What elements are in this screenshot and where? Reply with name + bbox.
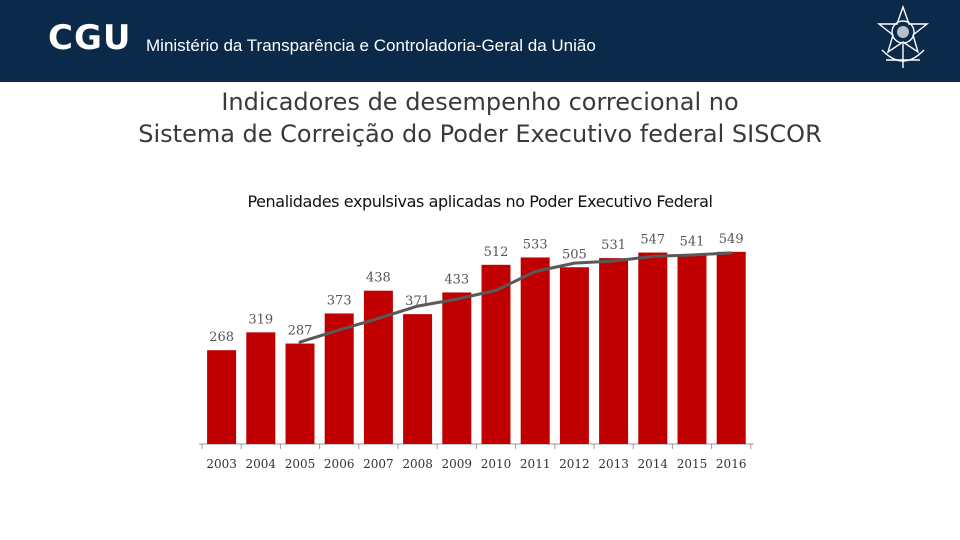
data-label-2011: 533 bbox=[523, 237, 548, 252]
header-bar: CGU Ministério da Transparência e Contro… bbox=[0, 0, 960, 82]
x-tick-label-2005: 2005 bbox=[285, 457, 316, 471]
x-tick-label-2010: 2010 bbox=[481, 457, 512, 471]
x-tick-label-2016: 2016 bbox=[716, 457, 747, 471]
x-tick-label-2008: 2008 bbox=[402, 457, 433, 471]
brazil-coat-of-arms-icon bbox=[876, 4, 930, 68]
bar-2004 bbox=[246, 332, 276, 444]
bar-2014 bbox=[638, 252, 668, 444]
slide-title: Indicadores de desempenho correcional no… bbox=[0, 86, 960, 150]
x-tick-label-2009: 2009 bbox=[442, 457, 473, 471]
data-label-2012: 505 bbox=[562, 247, 587, 262]
bar-2011 bbox=[520, 257, 550, 444]
data-label-2004: 319 bbox=[248, 312, 273, 327]
bar-2013 bbox=[599, 258, 629, 444]
data-label-2003: 268 bbox=[209, 330, 234, 345]
cgu-logo[interactable]: CGU bbox=[48, 18, 132, 58]
slide-title-line1: Indicadores de desempenho correcional no bbox=[221, 88, 739, 116]
chart-title: Penalidades expulsivas aplicadas no Pode… bbox=[247, 192, 713, 211]
data-label-2007: 438 bbox=[366, 271, 391, 286]
data-label-2005: 287 bbox=[288, 324, 313, 339]
data-label-2006: 373 bbox=[327, 293, 352, 308]
bar-2008 bbox=[403, 314, 433, 444]
x-tick-label-2003: 2003 bbox=[206, 457, 237, 471]
x-tick-label-2004: 2004 bbox=[246, 457, 277, 471]
bar-2010 bbox=[481, 264, 511, 444]
slide-title-line2: Sistema de Correição do Poder Executivo … bbox=[138, 120, 822, 148]
data-label-2010: 512 bbox=[484, 245, 509, 260]
trend-line bbox=[298, 251, 733, 344]
bar-2006 bbox=[324, 313, 354, 444]
x-tick-label-2006: 2006 bbox=[324, 457, 355, 471]
org-name: Ministério da Transparência e Controlado… bbox=[146, 36, 596, 55]
data-label-2015: 541 bbox=[680, 235, 705, 250]
data-label-2013: 531 bbox=[601, 238, 626, 253]
bar-2005 bbox=[285, 343, 315, 444]
x-tick-label-2007: 2007 bbox=[363, 457, 394, 471]
bar-2012 bbox=[559, 267, 589, 444]
bar-2003 bbox=[207, 350, 237, 444]
x-tick-label-2014: 2014 bbox=[638, 457, 669, 471]
x-tick-label-2012: 2012 bbox=[559, 457, 590, 471]
bar-2015 bbox=[677, 254, 707, 444]
data-label-2016: 549 bbox=[719, 232, 744, 247]
x-tick-label-2015: 2015 bbox=[677, 457, 708, 471]
x-tick-label-2013: 2013 bbox=[598, 457, 629, 471]
data-label-2014: 547 bbox=[640, 233, 665, 248]
bar-2016 bbox=[716, 251, 746, 444]
data-label-2009: 433 bbox=[444, 272, 469, 287]
bar-2009 bbox=[442, 292, 472, 444]
x-tick-label-2011: 2011 bbox=[520, 457, 551, 471]
